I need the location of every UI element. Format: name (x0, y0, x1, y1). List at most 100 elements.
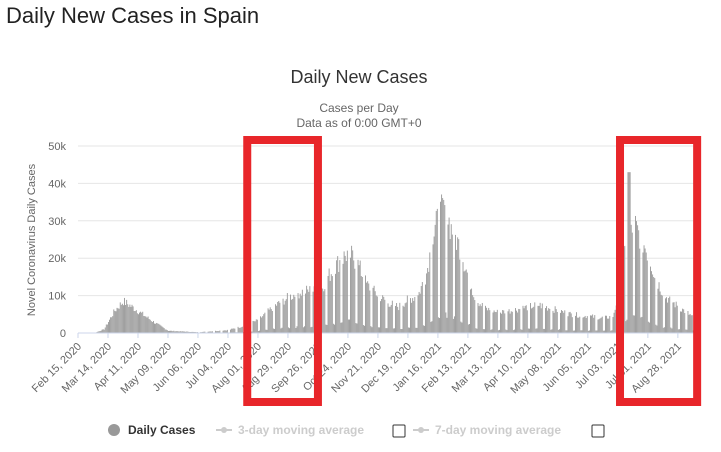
bar (329, 280, 331, 333)
legend-item-7-day-average[interactable]: 7-day moving average (413, 423, 605, 438)
bar (355, 323, 357, 333)
bar (127, 304, 129, 333)
bar (506, 330, 508, 333)
legend-label-daily-cases: Daily Cases (128, 423, 196, 437)
bar (686, 329, 688, 333)
bar (570, 313, 572, 333)
bar (564, 310, 566, 333)
bar (684, 313, 686, 333)
bar (504, 313, 506, 333)
bar (437, 317, 439, 333)
bar (477, 303, 479, 333)
bar (438, 318, 440, 333)
y-tick-label: 30k (48, 216, 66, 228)
bar (161, 326, 163, 333)
bar (425, 284, 426, 333)
bar (264, 312, 266, 333)
bar (151, 321, 153, 333)
bar (379, 327, 380, 333)
bar (225, 330, 227, 333)
bar (158, 323, 160, 333)
bar (475, 328, 477, 333)
bar (222, 330, 224, 333)
bar (98, 331, 100, 333)
bar (327, 276, 329, 333)
checkbox-3-day[interactable] (392, 424, 406, 438)
bar (252, 320, 254, 333)
bar (342, 263, 344, 333)
bar (561, 310, 563, 333)
bar (204, 331, 206, 333)
bar (338, 271, 340, 333)
bar (147, 316, 149, 333)
bar (369, 290, 371, 333)
legend-item-daily-cases[interactable]: Daily Cases (108, 423, 196, 437)
bar (130, 306, 132, 333)
bar (349, 319, 350, 333)
bar (179, 331, 181, 333)
bar (689, 313, 691, 333)
bar (175, 331, 177, 333)
bar (577, 317, 579, 333)
bar (492, 312, 494, 333)
bar (132, 306, 134, 333)
bar (488, 307, 490, 333)
bar (478, 306, 480, 333)
bar (274, 328, 275, 333)
bar (560, 312, 561, 333)
bar (352, 250, 354, 333)
bar (431, 321, 433, 333)
bar (285, 299, 287, 333)
bar (483, 329, 485, 333)
bar (687, 311, 689, 333)
bar (401, 329, 403, 333)
bar (324, 289, 326, 333)
bar (418, 291, 420, 333)
bar (449, 239, 451, 333)
bar (360, 276, 362, 333)
bar (509, 313, 511, 333)
bar (614, 309, 616, 333)
bar (668, 298, 670, 333)
bar (181, 331, 183, 333)
bar (520, 329, 522, 333)
bar (486, 307, 488, 333)
bar (396, 303, 398, 333)
bar (468, 324, 470, 333)
bar (669, 296, 671, 333)
bar (382, 295, 384, 333)
bar (159, 324, 161, 333)
bar (648, 322, 650, 333)
bar (156, 322, 158, 333)
bar (567, 316, 569, 333)
bar (353, 260, 355, 333)
bar (584, 315, 586, 333)
bar (267, 308, 269, 333)
bar (112, 316, 114, 333)
bar (448, 217, 450, 333)
bar (107, 322, 109, 333)
bar (549, 308, 551, 333)
bar (299, 293, 301, 333)
bar (428, 271, 430, 333)
bar (278, 300, 280, 333)
bar (282, 298, 284, 333)
bar (326, 324, 328, 333)
bar (391, 300, 393, 333)
bar (490, 329, 492, 333)
bar (145, 316, 147, 333)
legend-item-3-day-average[interactable]: 3-day moving average (216, 423, 406, 438)
bar (380, 301, 381, 333)
bar (585, 318, 587, 333)
bar (432, 244, 434, 333)
bar (390, 304, 392, 333)
bar (596, 330, 598, 333)
bar (554, 306, 556, 333)
daily-cases-bars (95, 172, 695, 333)
bar (217, 331, 219, 333)
bar (146, 317, 148, 333)
bar (534, 302, 536, 333)
bar (474, 300, 476, 333)
bar (580, 330, 582, 333)
checkbox-7-day[interactable] (591, 424, 605, 438)
